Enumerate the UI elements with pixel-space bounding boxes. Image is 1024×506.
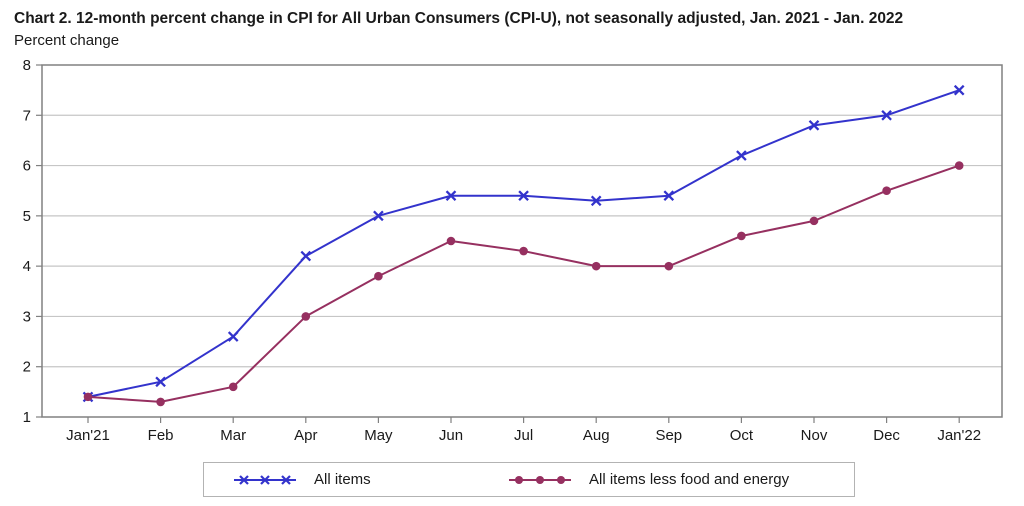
legend-entry-core: All items less food and energy	[507, 463, 789, 496]
data-point-circle-marker	[228, 382, 238, 392]
data-point-circle-marker	[374, 271, 383, 281]
data-point-x-marker	[808, 120, 820, 131]
data-point-circle-marker	[301, 312, 311, 321]
data-point-circle-marker	[83, 392, 93, 402]
data-point-x-marker	[227, 331, 239, 342]
y-tick-label: 5	[23, 208, 31, 225]
data-point-x-marker	[155, 376, 166, 388]
data-point-x-marker	[881, 109, 892, 121]
x-tick-label: Jun	[439, 427, 463, 444]
legend: All items All items less food and energy	[203, 462, 855, 497]
data-point-circle-marker	[591, 261, 601, 271]
y-tick-label: 7	[23, 107, 31, 124]
x-tick-label: Oct	[730, 427, 754, 444]
data-point-circle-marker	[954, 161, 964, 170]
x-tick-label: May	[364, 427, 393, 444]
core-legend-line-icon	[509, 475, 571, 484]
plot-border	[41, 64, 1003, 418]
data-point-x-marker	[300, 250, 312, 262]
data-point-x-marker	[736, 150, 747, 161]
chart-title: Chart 2. 12-month percent change in CPI …	[14, 10, 904, 27]
data-point-circle-marker	[156, 397, 165, 407]
y-tick-label: 8	[23, 57, 31, 74]
data-point-circle-marker	[664, 261, 674, 271]
y-tick-label: 3	[23, 308, 31, 325]
data-point-circle-marker	[519, 246, 528, 256]
x-tick-label: Dec	[873, 427, 900, 444]
y-tick-label: 6	[23, 158, 31, 175]
x-tick-label: Feb	[148, 427, 174, 444]
legend-label-all-items: All items	[314, 471, 371, 488]
data-point-x-marker	[590, 195, 602, 207]
x-tick-label: Nov	[801, 427, 828, 444]
data-point-x-marker	[663, 190, 675, 202]
data-point-x-marker	[373, 210, 384, 222]
data-point-x-marker	[953, 84, 965, 96]
y-tick-label: 1	[23, 409, 31, 426]
data-point-x-marker	[518, 190, 529, 202]
all-items-legend-line-icon	[234, 474, 296, 485]
x-tick-label: Jan'22	[937, 427, 981, 444]
x-tick-label: Sep	[655, 427, 682, 444]
x-tick-label: Jan'21	[66, 427, 110, 444]
y-axis-title: Percent change	[14, 32, 120, 49]
series-line-x	[87, 89, 960, 398]
x-tick-label: Apr	[294, 427, 317, 444]
legend-entry-all-items: All items	[232, 463, 371, 496]
legend-label-core: All items less food and energy	[589, 471, 790, 488]
y-tick-label: 2	[23, 359, 31, 376]
data-point-circle-marker	[737, 231, 746, 241]
x-tick-label: Aug	[583, 427, 610, 444]
data-point-circle-marker	[446, 236, 456, 246]
data-point-circle-marker	[809, 216, 819, 226]
data-point-circle-marker	[882, 186, 891, 196]
x-tick-label: Mar	[220, 427, 246, 444]
x-tick-label: Jul	[514, 427, 533, 444]
data-point-x-marker	[445, 190, 457, 202]
y-tick-label: 4	[23, 258, 31, 275]
